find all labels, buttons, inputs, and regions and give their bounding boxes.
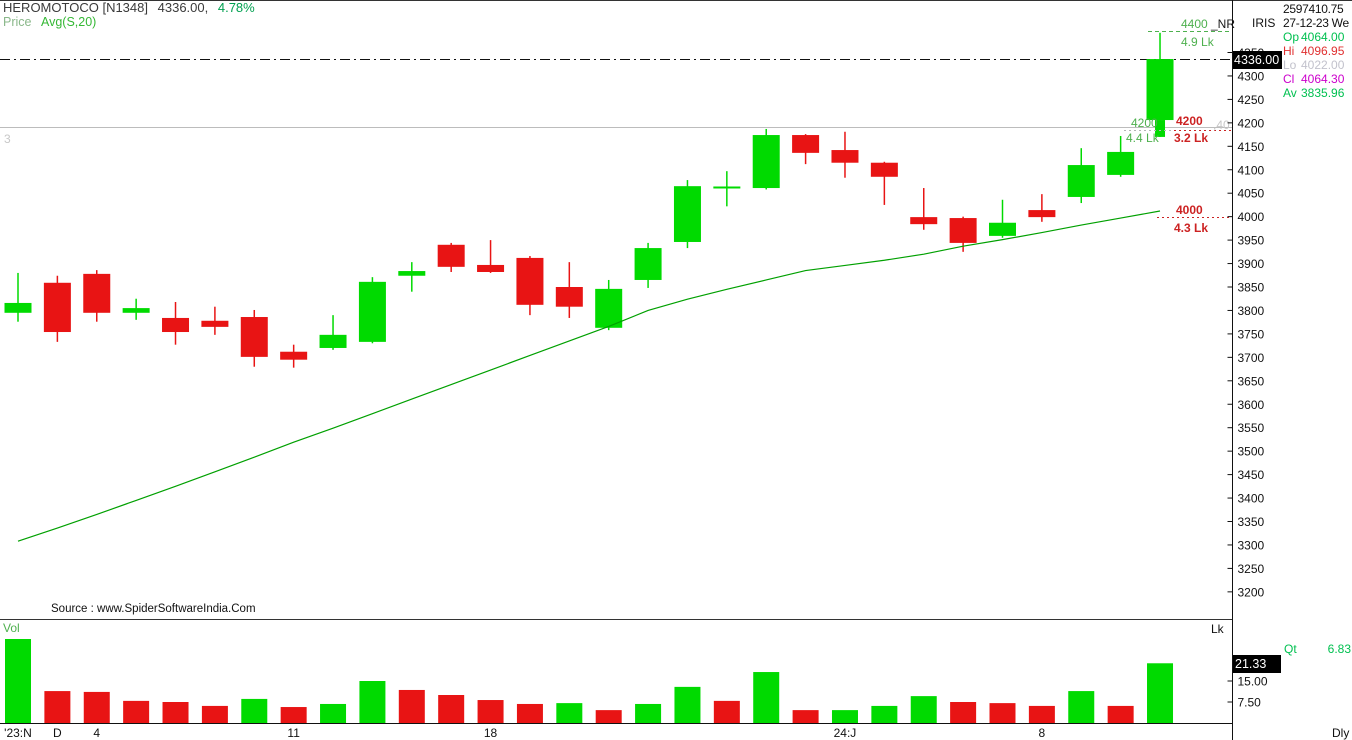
average-row: Av 3835.96 [1283, 86, 1352, 100]
svg-text:4000: 4000 [1238, 210, 1265, 224]
symbol-series: [N1348] [102, 0, 148, 15]
open-row: Op 4064.00 [1283, 30, 1352, 44]
svg-text:_NR: _NR [1210, 17, 1235, 31]
high-value: 4096.95 [1301, 44, 1345, 58]
svg-text:4: 4 [93, 726, 100, 740]
svg-text:3450: 3450 [1238, 468, 1265, 482]
high-label: Hi [1283, 44, 1295, 58]
svg-text:7.50: 7.50 [1238, 696, 1262, 710]
chart-title-row: HEROMOTOCO [N1348] 4336.00, 4.78% [3, 1, 255, 15]
svg-text:4200: 4200 [1131, 116, 1158, 130]
last-price-axis-flag: 4336.00 [1233, 51, 1282, 69]
legend-price-label: Price [3, 15, 32, 29]
svg-text:,40: ,40 [1213, 118, 1230, 132]
svg-text:4100: 4100 [1238, 163, 1265, 177]
volume-pane-label: Vol [3, 621, 20, 635]
close-value: 4064.30 [1301, 72, 1345, 86]
svg-text:4.3 Lk: 4.3 Lk [1174, 221, 1208, 235]
svg-text:3750: 3750 [1238, 327, 1265, 341]
svg-text:3850: 3850 [1238, 281, 1265, 295]
svg-text:3950: 3950 [1238, 234, 1265, 248]
high-row: Hi 4096.95 [1283, 44, 1352, 58]
svg-text:4400: 4400 [1181, 17, 1208, 31]
svg-text:4250: 4250 [1238, 93, 1265, 107]
svg-text:18: 18 [484, 726, 498, 740]
svg-text:4.4 Lk: 4.4 Lk [1126, 131, 1160, 145]
svg-text:3900: 3900 [1238, 257, 1265, 271]
change-percent: 4.78% [217, 0, 255, 15]
legend-moving-average-label: Avg(S,20) [40, 15, 97, 29]
svg-text:4.9 Lk: 4.9 Lk [1181, 35, 1215, 49]
svg-text:3650: 3650 [1238, 374, 1265, 388]
svg-text:3: 3 [4, 132, 11, 146]
svg-text:8: 8 [1039, 726, 1046, 740]
indicator-legend-row: Price Avg(S,20) [3, 15, 255, 29]
iris-panel-title: IRIS [1252, 16, 1276, 30]
svg-text:11: 11 [287, 726, 300, 740]
source-note: Source : www.SpiderSoftwareIndia.Com [51, 603, 256, 615]
quote-info-panel: 2597410.75 27-12-23 We Op 4064.00 Hi 4096.… [1283, 2, 1352, 100]
svg-text:D: D [53, 726, 62, 740]
low-value: 4022.00 [1301, 58, 1345, 72]
average-value: 3835.96 [1301, 86, 1345, 100]
svg-text:4150: 4150 [1238, 140, 1265, 154]
svg-text:3500: 3500 [1238, 445, 1265, 459]
svg-text:4200: 4200 [1176, 114, 1203, 128]
svg-text:'23:N: '23:N [4, 726, 32, 740]
svg-text:24:J: 24:J [834, 726, 857, 740]
periodicity-label: Dly [1332, 726, 1350, 740]
quantity-value: 6.83 [1327, 642, 1352, 656]
quantity-row: Qt 6.83 [1284, 642, 1351, 656]
svg-text:4200: 4200 [1238, 116, 1265, 130]
svg-text:3550: 3550 [1238, 421, 1265, 435]
close-row: Cl 4064.30 [1283, 72, 1352, 86]
close-label: Cl [1283, 72, 1295, 86]
last-traded-price: 4336.00, [157, 0, 209, 15]
chart-legend: HEROMOTOCO [N1348] 4336.00, 4.78% Price … [3, 1, 255, 30]
svg-text:4050: 4050 [1238, 187, 1265, 201]
svg-text:15.00: 15.00 [1238, 675, 1268, 689]
average-label: Av [1283, 86, 1297, 100]
svg-text:4300: 4300 [1238, 69, 1265, 83]
svg-text:3250: 3250 [1238, 562, 1265, 576]
svg-text:3800: 3800 [1238, 304, 1265, 318]
low-row: Lo 4022.00 [1283, 58, 1352, 72]
svg-text:3200: 3200 [1238, 585, 1265, 599]
turnover-value: 2597410.75 [1283, 2, 1344, 16]
svg-text:3700: 3700 [1238, 351, 1265, 365]
svg-text:4000: 4000 [1176, 203, 1203, 217]
open-value: 4064.00 [1301, 30, 1345, 44]
open-label: Op [1283, 30, 1300, 44]
svg-text:3350: 3350 [1238, 515, 1265, 529]
volume-unit-label: Lk [1211, 622, 1224, 636]
low-label: Lo [1283, 58, 1297, 72]
quote-date: 27-12-23 We [1283, 16, 1349, 30]
svg-text:3400: 3400 [1238, 492, 1265, 506]
quantity-label: Qt [1284, 642, 1297, 656]
last-volume-axis-flag: 21.33 [1233, 655, 1281, 673]
symbol-name: HEROMOTOCO [3, 0, 99, 15]
svg-text:3600: 3600 [1238, 398, 1265, 412]
svg-text:3300: 3300 [1238, 538, 1265, 552]
svg-text:3.2 Lk: 3.2 Lk [1174, 131, 1208, 145]
